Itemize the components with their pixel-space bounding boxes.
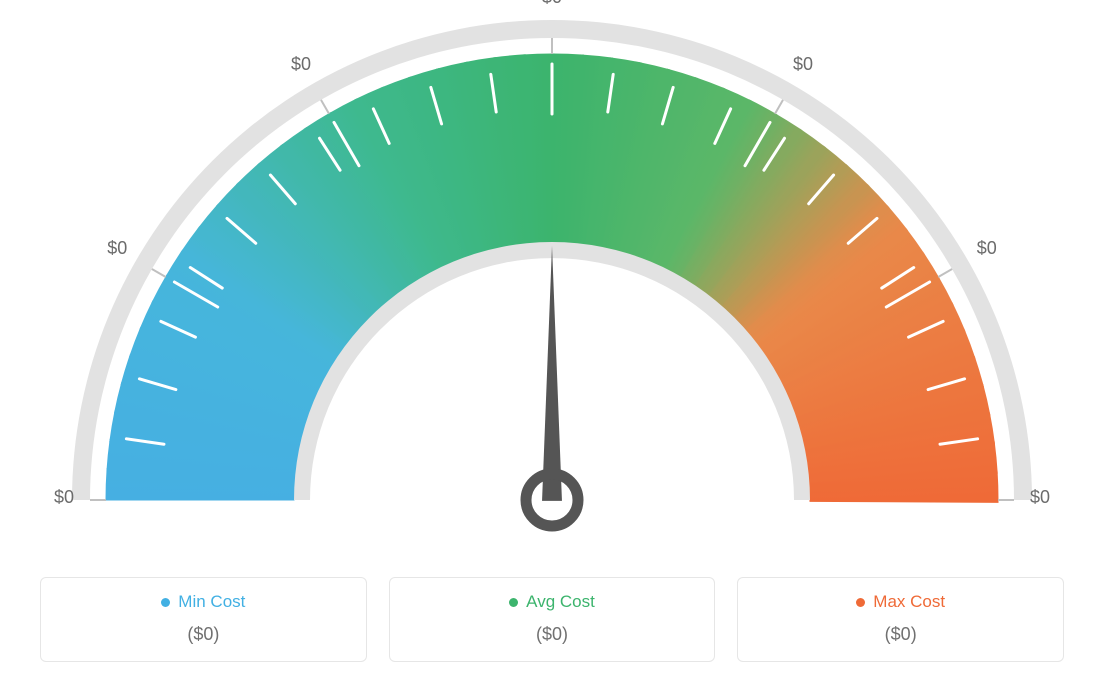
legend-label: Avg Cost xyxy=(526,592,595,612)
legend-dot-icon xyxy=(509,598,518,607)
legend-value: ($0) xyxy=(752,624,1049,645)
legend-label: Max Cost xyxy=(873,592,945,612)
legend-label: Min Cost xyxy=(178,592,245,612)
tick-label: $0 xyxy=(1030,487,1050,507)
legend-card: Avg Cost ($0) xyxy=(389,577,716,662)
gauge-svg: $0 $0 $0 $0 $0 $0 $0 xyxy=(0,0,1104,560)
legend-dot-icon xyxy=(161,598,170,607)
legend-value: ($0) xyxy=(55,624,352,645)
tick-label: $0 xyxy=(107,238,127,258)
gauge-chart-container: $0$0$0$0$0$0$0 Min Cost($0)Avg Cost($0)M… xyxy=(0,0,1104,690)
legend-row: Min Cost ($0) Avg Cost ($0) Max Cost ($0) xyxy=(40,577,1064,662)
legend-card: Max Cost ($0) xyxy=(737,577,1064,662)
legend-title-row: Avg Cost xyxy=(404,592,701,612)
tick-label: $0 xyxy=(54,487,74,507)
needle xyxy=(542,246,562,501)
tick-label: $0 xyxy=(793,54,813,74)
tick-label: $0 xyxy=(977,238,997,258)
gauge-area: $0 $0 $0 $0 $0 $0 $0 xyxy=(0,0,1104,560)
major-tick xyxy=(152,269,166,277)
major-tick xyxy=(775,100,783,114)
legend-dot-icon xyxy=(856,598,865,607)
tick-label: $0 xyxy=(542,0,562,7)
legend-value: ($0) xyxy=(404,624,701,645)
legend-title-row: Min Cost xyxy=(55,592,352,612)
legend-card: Min Cost ($0) xyxy=(40,577,367,662)
major-tick xyxy=(938,269,952,277)
tick-label: $0 xyxy=(291,54,311,74)
major-tick xyxy=(321,100,329,114)
legend-title-row: Max Cost xyxy=(752,592,1049,612)
